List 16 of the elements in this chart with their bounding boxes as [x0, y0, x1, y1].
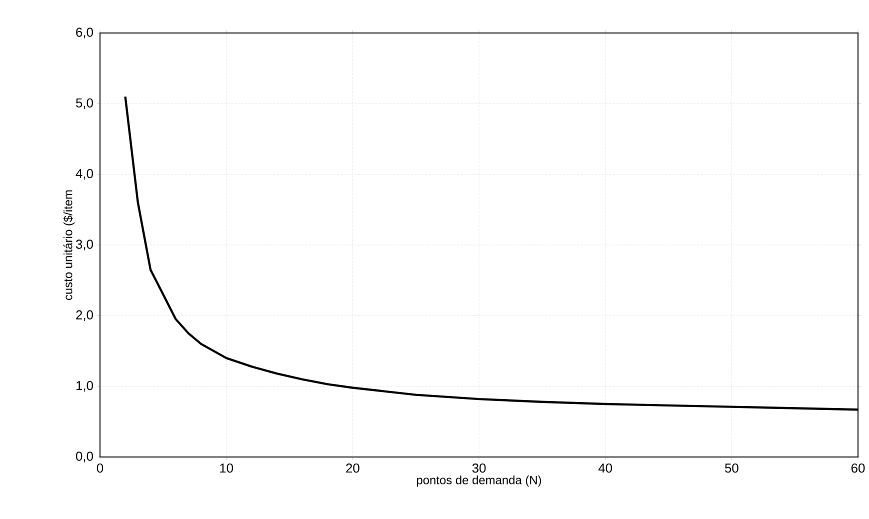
x-axis-title: pontos de demanda (N)	[416, 476, 542, 487]
x-tick-label: 20	[346, 464, 360, 473]
y-tick-label: 1,0	[76, 380, 93, 392]
x-tick-label: 10	[220, 464, 234, 473]
y-tick-label: 4,0	[76, 168, 93, 180]
y-tick-label: 3,0	[76, 240, 93, 250]
y-axis-title: custo unitário ($/item	[63, 190, 75, 300]
x-tick-label: 60	[851, 464, 865, 473]
y-tick-label: 2,0	[76, 310, 93, 322]
y-tick-label: 5,0	[76, 98, 93, 110]
y-tick-label: 0,0	[76, 452, 93, 462]
x-tick-label: 30	[472, 464, 486, 473]
x-tick-label: 50	[724, 464, 738, 473]
y-tick-label: 6,0	[76, 28, 93, 38]
x-tick-label: 0	[96, 464, 104, 473]
x-tick-label: 40	[598, 464, 612, 473]
